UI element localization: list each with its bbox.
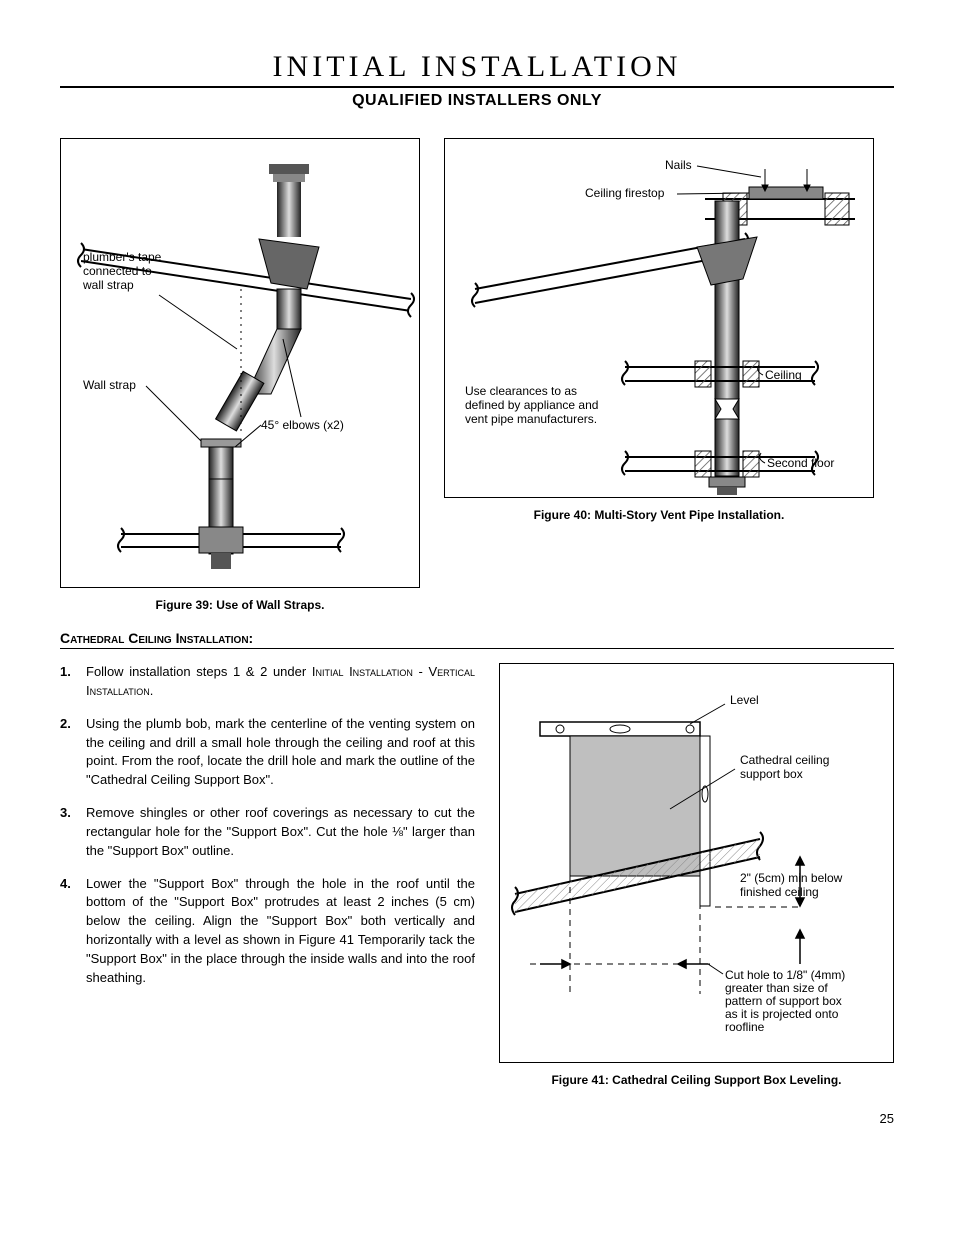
- page-subtitle: QUALIFIED INSTALLERS ONLY: [60, 92, 894, 110]
- figure-39-caption: Figure 39: Use of Wall Straps.: [60, 598, 420, 612]
- figure-41-caption: Figure 41: Cathedral Ceiling Support Box…: [499, 1073, 894, 1087]
- step-1-text: Follow installation steps 1 & 2 under In…: [86, 663, 475, 701]
- fig41-label-level: Level: [730, 693, 759, 707]
- fig40-label-clearance: Use clearances to as defined by applianc…: [465, 384, 602, 426]
- figure-41-svg: Level Cathedral ceiling support box 2" (…: [500, 664, 895, 1064]
- step-1-pre: Follow installation steps 1 & 2 under: [86, 664, 312, 679]
- step-3-text: Remove shingles or other roof coverings …: [86, 804, 475, 861]
- step-1-sc1: Initial Installation: [312, 664, 413, 679]
- steps-column: 1. Follow installation steps 1 & 2 under…: [60, 663, 475, 1002]
- fig41-label-below: 2" (5cm) min below finished ceiling: [740, 871, 846, 899]
- step-4: 4. Lower the "Support Box" through the h…: [60, 875, 475, 988]
- figures-row-top: plumber's tape connected to wall strap W…: [60, 138, 894, 612]
- fig41-label-support: Cathedral ceiling support box: [740, 753, 833, 781]
- figure-41: Level Cathedral ceiling support box 2" (…: [499, 663, 894, 1087]
- step-1: 1. Follow installation steps 1 & 2 under…: [60, 663, 475, 701]
- figure-40-svg: Nails Ceiling firestop Ceiling Second fl…: [445, 139, 875, 499]
- section-heading: Cathedral Ceiling Installation:: [60, 630, 894, 649]
- figure-39-svg: plumber's tape connected to wall strap W…: [61, 139, 421, 589]
- step-1-mid: -: [413, 664, 429, 679]
- fig39-label-elbows: 45° elbows (x2): [261, 418, 344, 432]
- fig40-label-firestop: Ceiling firestop: [585, 186, 665, 200]
- fig39-label-strap: Wall strap: [83, 378, 136, 392]
- step-3-num: 3.: [60, 804, 86, 861]
- step-2-num: 2.: [60, 715, 86, 790]
- steps-list: 1. Follow installation steps 1 & 2 under…: [60, 663, 475, 988]
- figure-40: Nails Ceiling firestop Ceiling Second fl…: [444, 138, 874, 522]
- fig40-label-nails: Nails: [665, 158, 692, 172]
- fig40-label-second: Second floor: [767, 456, 834, 470]
- figure-40-caption: Figure 40: Multi-Story Vent Pipe Install…: [444, 508, 874, 522]
- step-4-num: 4.: [60, 875, 86, 988]
- step-1-num: 1.: [60, 663, 86, 701]
- page-number: 25: [60, 1111, 894, 1126]
- step-2-text: Using the plumb bob, mark the centerline…: [86, 715, 475, 790]
- step-1-post: .: [150, 683, 154, 698]
- content-row: 1. Follow installation steps 1 & 2 under…: [60, 663, 894, 1087]
- title-rule: [60, 86, 894, 88]
- fig39-label-tape: plumber's tape connected to wall strap: [82, 250, 165, 292]
- page-title: Initial Installation: [60, 50, 894, 84]
- fig41-label-cuthole: Cut hole to 1/8" (4mm) greater than size…: [725, 968, 849, 1034]
- step-2: 2. Using the plumb bob, mark the centerl…: [60, 715, 475, 790]
- figure-39: plumber's tape connected to wall strap W…: [60, 138, 420, 612]
- step-4-text: Lower the "Support Box" through the hole…: [86, 875, 475, 988]
- step-3: 3. Remove shingles or other roof coverin…: [60, 804, 475, 861]
- fig40-label-ceiling: Ceiling: [765, 368, 802, 382]
